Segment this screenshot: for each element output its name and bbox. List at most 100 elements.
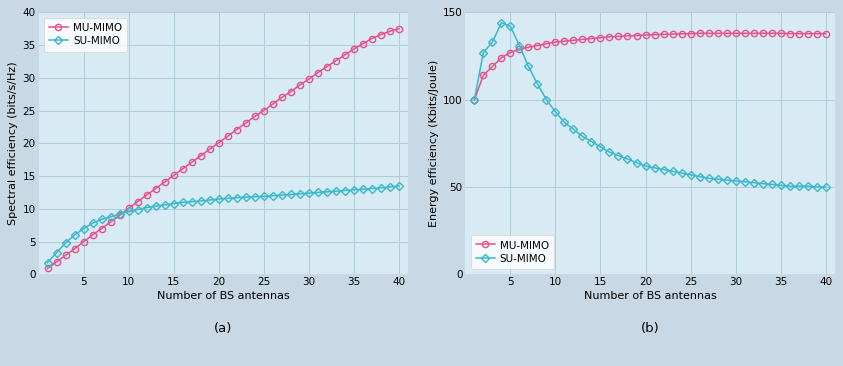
MU-MIMO	[722, 31, 732, 36]
SU-MIMO	[340, 188, 350, 193]
MU-MIMO	[614, 34, 624, 39]
MU-MIMO	[758, 31, 768, 36]
MU-MIMO	[286, 89, 296, 94]
SU-MIMO	[676, 171, 686, 175]
SU-MIMO	[478, 50, 488, 55]
MU-MIMO	[793, 31, 803, 36]
MU-MIMO	[295, 83, 305, 87]
SU-MIMO	[78, 226, 89, 231]
MU-MIMO	[487, 64, 497, 69]
MU-MIMO	[577, 37, 588, 42]
MU-MIMO	[330, 59, 341, 63]
SU-MIMO	[550, 110, 561, 114]
SU-MIMO	[286, 192, 296, 197]
MU-MIMO	[142, 193, 152, 197]
MU-MIMO	[497, 56, 507, 60]
MU-MIMO	[595, 36, 605, 40]
Line: SU-MIMO: SU-MIMO	[45, 183, 401, 265]
MU-MIMO	[169, 173, 179, 178]
MU-MIMO	[232, 127, 242, 132]
SU-MIMO	[151, 204, 161, 208]
MU-MIMO	[78, 239, 89, 244]
SU-MIMO	[758, 181, 768, 186]
MU-MIMO	[568, 38, 578, 42]
SU-MIMO	[695, 174, 705, 179]
MU-MIMO	[96, 226, 106, 231]
SU-MIMO	[96, 217, 106, 221]
Text: (a): (a)	[214, 322, 233, 335]
MU-MIMO	[196, 154, 206, 158]
MU-MIMO	[676, 31, 686, 36]
SU-MIMO	[42, 260, 52, 265]
MU-MIMO	[668, 32, 678, 36]
MU-MIMO	[685, 31, 695, 36]
SU-MIMO	[785, 184, 795, 188]
MU-MIMO	[88, 233, 98, 237]
SU-MIMO	[159, 203, 169, 207]
SU-MIMO	[232, 195, 242, 200]
MU-MIMO	[631, 33, 642, 38]
SU-MIMO	[776, 183, 786, 187]
MU-MIMO	[739, 31, 749, 36]
MU-MIMO	[357, 42, 368, 46]
MU-MIMO	[132, 199, 142, 204]
SU-MIMO	[124, 209, 134, 214]
SU-MIMO	[367, 186, 377, 191]
SU-MIMO	[178, 200, 188, 205]
MU-MIMO	[205, 147, 215, 152]
SU-MIMO	[568, 127, 578, 131]
SU-MIMO	[820, 185, 830, 189]
SU-MIMO	[577, 134, 588, 139]
SU-MIMO	[61, 241, 71, 245]
MU-MIMO	[812, 31, 822, 36]
X-axis label: Number of BS antennas: Number of BS antennas	[157, 291, 289, 301]
SU-MIMO	[303, 191, 314, 195]
MU-MIMO	[785, 31, 795, 36]
MU-MIMO	[384, 29, 395, 34]
MU-MIMO	[277, 95, 287, 100]
SU-MIMO	[487, 40, 497, 44]
SU-MIMO	[470, 97, 480, 102]
SU-MIMO	[322, 190, 332, 194]
MU-MIMO	[115, 213, 125, 218]
SU-MIMO	[213, 197, 223, 201]
MU-MIMO	[604, 35, 615, 39]
MU-MIMO	[776, 31, 786, 36]
MU-MIMO	[42, 266, 52, 271]
SU-MIMO	[357, 187, 368, 191]
MU-MIMO	[649, 33, 659, 37]
MU-MIMO	[250, 114, 260, 119]
MU-MIMO	[178, 167, 188, 171]
SU-MIMO	[223, 196, 233, 201]
SU-MIMO	[604, 150, 615, 154]
MU-MIMO	[749, 31, 759, 36]
SU-MIMO	[240, 195, 250, 199]
SU-MIMO	[668, 169, 678, 173]
MU-MIMO	[587, 36, 597, 41]
SU-MIMO	[69, 233, 79, 237]
SU-MIMO	[658, 167, 668, 172]
SU-MIMO	[250, 195, 260, 199]
SU-MIMO	[169, 201, 179, 206]
SU-MIMO	[88, 221, 98, 225]
SU-MIMO	[803, 184, 813, 188]
SU-MIMO	[749, 180, 759, 185]
MU-MIMO	[470, 97, 480, 102]
SU-MIMO	[259, 194, 269, 199]
MU-MIMO	[61, 253, 71, 258]
SU-MIMO	[295, 191, 305, 196]
X-axis label: Number of BS antennas: Number of BS antennas	[583, 291, 717, 301]
SU-MIMO	[205, 198, 215, 202]
SU-MIMO	[514, 43, 524, 48]
MU-MIMO	[259, 108, 269, 113]
MU-MIMO	[704, 31, 714, 36]
Y-axis label: Spectral efficiency (bits/s/Hz): Spectral efficiency (bits/s/Hz)	[8, 61, 19, 225]
MU-MIMO	[367, 36, 377, 41]
Legend: MU-MIMO, SU-MIMO: MU-MIMO, SU-MIMO	[44, 18, 127, 52]
Y-axis label: Energy efficiency (Kbits/Joule): Energy efficiency (Kbits/Joule)	[429, 60, 438, 227]
SU-MIMO	[394, 184, 404, 188]
SU-MIMO	[105, 214, 115, 219]
SU-MIMO	[132, 207, 142, 212]
SU-MIMO	[614, 153, 624, 158]
MU-MIMO	[186, 160, 196, 165]
